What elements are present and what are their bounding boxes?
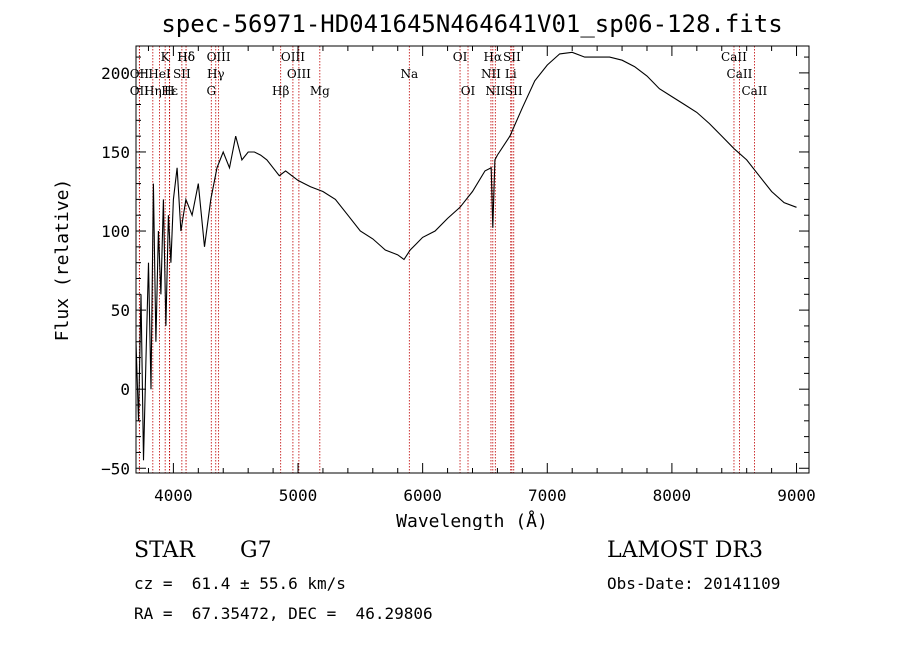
line-label-0: Hδ <box>177 50 195 64</box>
line-label-3: OIII <box>207 50 231 64</box>
line-label-6: Hα <box>484 50 503 64</box>
y-axis: −50 0 50 100 150 200 <box>101 56 809 478</box>
spectrum-chart: spec-56971-HD041645N464641V01_sp06-128.f… <box>52 10 816 530</box>
line-label-25: OI <box>461 84 476 98</box>
line-label-23: Hβ <box>272 84 289 98</box>
x-axis-label: Wavelength (Å) <box>396 510 548 530</box>
line-label-28: CaII <box>741 84 767 98</box>
emission-line-markers <box>138 46 755 473</box>
x-tick-label-3: 7000 <box>528 486 567 505</box>
coordinates-readout: RA = 67.35472, DEC = 46.29806 <box>134 604 433 623</box>
line-label-8: CaII <box>721 50 747 64</box>
x-tick-label-4: 8000 <box>653 486 692 505</box>
x-tick-label-1: 5000 <box>279 486 318 505</box>
flux-series-line <box>135 51 797 461</box>
line-label-17: CaII <box>727 67 753 81</box>
line-label-12: Hγ <box>207 67 225 81</box>
line-label-24: Mg <box>310 84 330 98</box>
y-tick-label-3: 100 <box>101 222 130 241</box>
object-subclass: G7 <box>240 538 272 563</box>
line-label-15: NII <box>481 67 501 81</box>
chart-title: spec-56971-HD041645N464641V01_sp06-128.f… <box>161 10 782 38</box>
redshift-readout: cz = 61.4 ± 55.6 km/s <box>134 574 346 593</box>
plot-frame <box>135 45 810 474</box>
object-class: STAR <box>134 538 195 563</box>
y-tick-label-4: 150 <box>101 143 130 162</box>
line-label-11: SII <box>173 67 191 81</box>
y-tick-label-0: −50 <box>101 459 130 478</box>
line-label-5: OI <box>453 50 468 64</box>
line-label-16: Li <box>505 67 517 81</box>
line-label-22: G <box>206 84 216 98</box>
y-axis-label: Flux (relative) <box>52 179 73 342</box>
line-label-18: OII <box>130 84 150 98</box>
line-label-13: OIII <box>287 67 311 81</box>
line-label-1: K <box>161 50 171 64</box>
y-tick-label-5: 200 <box>101 64 130 83</box>
line-label-10: HeI <box>148 67 171 81</box>
line-label-7: SII <box>503 50 521 64</box>
line-label-20: Hη <box>144 84 162 98</box>
x-axis: 4000 5000 6000 7000 8000 9000 <box>147 46 816 505</box>
x-tick-label-2: 6000 <box>403 486 442 505</box>
line-label-4: OIII <box>281 50 305 64</box>
line-label-2: Hδ <box>177 50 195 64</box>
line-label-27: SII <box>505 84 523 98</box>
line-label-14: Na <box>400 67 418 81</box>
y-tick-label-1: 0 <box>120 380 130 399</box>
obs-date: Obs-Date: 20141109 <box>607 574 781 593</box>
line-label-9: OII <box>130 67 150 81</box>
line-label-21: H <box>164 84 174 98</box>
x-tick-label-0: 4000 <box>154 486 193 505</box>
line-label-26: NII <box>485 84 505 98</box>
x-tick-label-5: 9000 <box>777 486 816 505</box>
survey-name: LAMOST DR3 <box>607 538 763 563</box>
line-label-19: Hε <box>161 84 178 98</box>
y-tick-label-2: 50 <box>111 301 130 320</box>
